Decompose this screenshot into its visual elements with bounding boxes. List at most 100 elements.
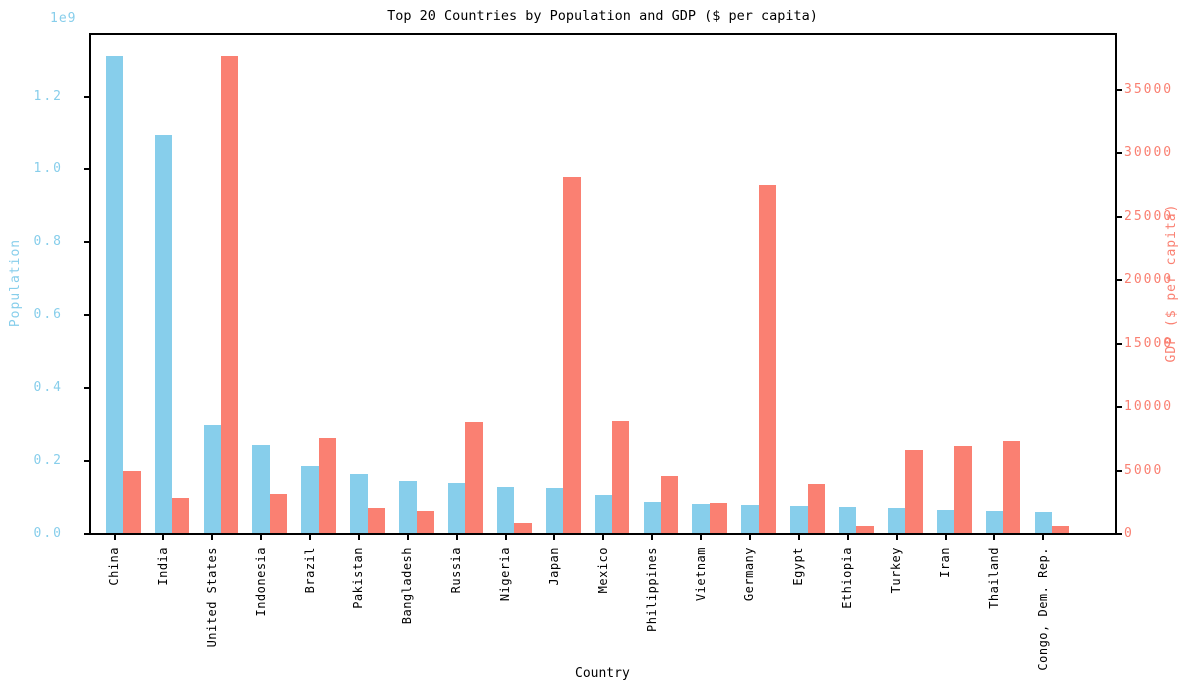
- y-left-tick-label: 0.6: [33, 307, 63, 323]
- y-right-tick-label: 30000: [1124, 145, 1174, 161]
- population-bar: [399, 480, 417, 534]
- gdp-bar: [172, 497, 190, 534]
- x-tick-mark: [309, 534, 312, 540]
- x-tick-label: Turkey: [889, 547, 904, 594]
- population-bar: [545, 488, 564, 534]
- population-bar: [252, 444, 270, 534]
- gdp-bar: [514, 523, 532, 534]
- gdp-bar: [660, 476, 679, 534]
- y-left-tick-mark: [84, 533, 90, 535]
- gdp-bar: [563, 177, 581, 534]
- gdp-bar: [367, 507, 386, 534]
- y-left-tick-mark: [84, 387, 90, 390]
- x-axis-label: Country: [575, 666, 630, 681]
- x-tick-mark: [651, 534, 654, 540]
- y-right-tick-mark: [1116, 342, 1122, 345]
- y-left-tick-label: 1.2: [33, 88, 63, 104]
- gdp-bar: [758, 185, 777, 534]
- y-left-tick-mark: [84, 241, 90, 244]
- x-tick-mark: [211, 534, 214, 540]
- population-bar: [154, 135, 173, 534]
- x-tick-mark: [357, 534, 360, 540]
- y-right-tick-mark: [1116, 88, 1122, 91]
- x-tick-mark: [602, 534, 605, 540]
- x-tick-label: Indonesia: [253, 547, 268, 617]
- x-tick-label: United States: [204, 547, 219, 648]
- population-bar: [790, 505, 808, 534]
- y-right-tick-mark: [1116, 279, 1122, 282]
- x-tick-label: Japan: [546, 547, 561, 586]
- gdp-bar: [807, 484, 825, 534]
- x-tick-label: Pakistan: [351, 547, 366, 609]
- gdp-bar: [954, 445, 972, 534]
- gdp-bar: [1003, 440, 1021, 534]
- y-right-tick-mark: [1116, 152, 1122, 155]
- gdp-bar: [318, 437, 337, 534]
- gdp-bar: [416, 511, 434, 534]
- population-bar: [936, 509, 955, 534]
- x-tick-label: Philippines: [644, 547, 659, 632]
- gdp-bar: [905, 450, 923, 534]
- x-tick-label: Bangladesh: [400, 547, 415, 625]
- x-tick-mark: [162, 534, 165, 540]
- y-right-tick-label: 10000: [1124, 399, 1174, 415]
- x-tick-mark: [113, 534, 116, 540]
- population-bar: [301, 465, 319, 534]
- x-tick-label: Brazil: [302, 547, 317, 594]
- y-left-tick-label: 0.4: [33, 380, 63, 396]
- y-right-tick-label: 0: [1124, 526, 1134, 541]
- population-bar: [1034, 511, 1052, 534]
- population-bar: [643, 501, 661, 534]
- gdp-bar: [1051, 525, 1070, 534]
- x-tick-mark: [260, 534, 263, 540]
- x-tick-mark: [993, 534, 996, 540]
- gdp-bar: [709, 503, 728, 534]
- y-right-tick-label: 20000: [1124, 272, 1174, 288]
- x-tick-mark: [1042, 534, 1045, 540]
- x-tick-label: Mexico: [595, 547, 610, 594]
- y-left-tick-mark: [84, 168, 90, 171]
- population-bar: [887, 508, 906, 534]
- x-tick-label: Nigeria: [498, 547, 513, 602]
- x-tick-mark: [700, 534, 703, 540]
- x-tick-mark: [553, 534, 556, 540]
- y-right-tick-mark: [1116, 215, 1122, 218]
- x-tick-label: Thailand: [986, 547, 1001, 609]
- y-axis-offset-label: 1e9: [50, 11, 77, 26]
- x-tick-label: Vietnam: [693, 547, 708, 602]
- x-tick-mark: [846, 534, 849, 540]
- gdp-bar: [856, 526, 874, 534]
- y-left-tick-mark: [84, 314, 90, 317]
- population-bar: [594, 495, 613, 534]
- chart-title: Top 20 Countries by Population and GDP (…: [387, 8, 818, 24]
- y-left-tick-label: 1.0: [33, 161, 63, 177]
- gdp-bar: [465, 422, 483, 534]
- x-tick-label: India: [155, 547, 170, 586]
- y-left-tick-label: 0.8: [33, 234, 63, 250]
- population-bar: [496, 486, 515, 534]
- population-bar: [105, 56, 124, 534]
- x-tick-label: Egypt: [791, 547, 806, 586]
- x-tick-label: China: [107, 547, 122, 586]
- gdp-bar: [123, 470, 141, 534]
- y-right-tick-label: 5000: [1124, 462, 1164, 478]
- y-right-tick-mark: [1116, 406, 1122, 409]
- x-tick-mark: [748, 534, 751, 540]
- population-bar: [839, 507, 857, 534]
- population-bar: [985, 510, 1004, 534]
- x-tick-label: Russia: [449, 547, 464, 594]
- x-tick-mark: [944, 534, 947, 540]
- x-tick-label: Iran: [938, 547, 952, 578]
- y-left-tick-mark: [84, 95, 90, 98]
- x-tick-label: Ethiopia: [840, 547, 855, 609]
- x-tick-mark: [455, 534, 458, 540]
- population-bar: [447, 483, 466, 534]
- y-right-tick-mark: [1116, 469, 1122, 472]
- gdp-bar: [612, 421, 630, 534]
- x-tick-label: Germany: [742, 547, 757, 602]
- y-left-tick-label: 0.2: [33, 453, 63, 469]
- population-bar: [203, 425, 221, 534]
- population-bar: [741, 505, 759, 534]
- y-right-tick-label: 15000: [1124, 335, 1174, 351]
